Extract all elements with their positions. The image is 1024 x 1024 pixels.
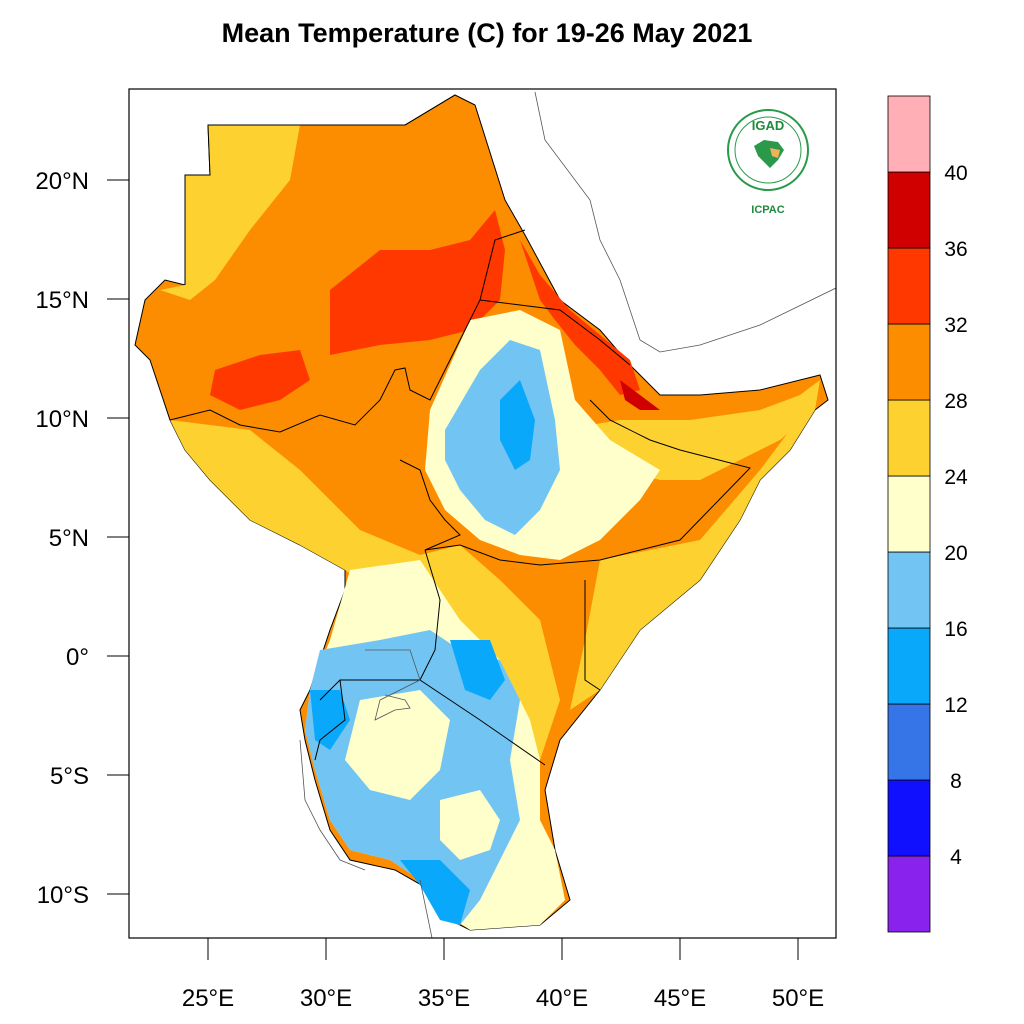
temperature-field	[134, 94, 829, 931]
colorbar-label: 40	[944, 162, 967, 185]
region-eritrea-coast-32	[520, 240, 640, 395]
axes: 20°N 15°N 10°N 5°N 0° 5°S 10°S 25°E 30°E 35°E 40°E…	[35, 168, 824, 1012]
lat-tick-label: 10°S	[37, 882, 89, 909]
lat-tick-label: 0°	[66, 644, 89, 671]
region-southwest-12	[310, 690, 350, 750]
colorbar-swatch	[887, 323, 931, 401]
lon-tick-label: 25°E	[182, 985, 234, 1012]
colorbar: 4 8 12 16 20 24 28 32 36 40	[887, 95, 968, 933]
region-tanzania-interior-20	[345, 690, 450, 800]
colorbar-swatch	[887, 551, 931, 629]
colorbar-label: 32	[944, 314, 967, 337]
region-ethiopia-highlands-12	[500, 380, 535, 470]
colorbar-swatch	[887, 475, 931, 553]
lon-tick-label: 30°E	[300, 985, 352, 1012]
lon-tick-label: 50°E	[772, 985, 824, 1012]
lat-tick-label: 10°N	[35, 406, 89, 433]
lon-tick-label: 45°E	[654, 985, 706, 1012]
region-kenya-highlands-12	[450, 640, 505, 700]
lat-tick-label: 20°N	[35, 168, 89, 195]
colorbar-label: 4	[950, 846, 962, 869]
colorbar-label: 24	[944, 466, 968, 489]
africa-map-icon	[754, 140, 784, 168]
colorbar-swatch	[887, 703, 931, 781]
colorbar-swatch	[887, 95, 931, 173]
colorbar-swatch	[887, 627, 931, 705]
neighbour-coastlines	[299, 91, 836, 938]
region-west-sudan-24	[160, 125, 300, 300]
region-darfur-32	[210, 350, 310, 410]
lat-tick-label: 15°N	[35, 287, 89, 314]
colorbar-label: 28	[944, 390, 967, 413]
region-north-sudan-32	[330, 210, 505, 355]
colorbar-label: 20	[944, 542, 967, 565]
colorbar-label: 16	[944, 618, 967, 641]
colorbar-swatch	[887, 855, 931, 933]
logo-top-text: IGAD	[752, 118, 785, 133]
map-title: Mean Temperature (C) for 19-26 May 2021	[221, 18, 753, 48]
country-borders	[169, 94, 751, 766]
colorbar-label: 12	[944, 694, 967, 717]
lon-tick-label: 35°E	[418, 985, 470, 1012]
region-djibouti-36	[620, 380, 660, 410]
colorbar-swatch	[887, 779, 931, 857]
region-south-12	[400, 860, 470, 925]
colorbar-swatch	[887, 399, 931, 477]
colorbar-label: 36	[944, 238, 967, 261]
colorbar-label: 8	[950, 770, 962, 793]
lat-tick-label: 5°N	[49, 525, 89, 552]
plot-frame	[128, 88, 837, 939]
colorbar-swatch	[887, 247, 931, 325]
logo-bottom-text: ICPAC	[751, 204, 784, 216]
icpac-logo: IGAD ICPAC	[727, 109, 809, 216]
colorbar-swatch	[887, 171, 931, 249]
lon-tick-label: 40°E	[536, 985, 588, 1012]
map-area	[134, 91, 836, 938]
lat-tick-label: 5°S	[50, 763, 89, 790]
region-tanzania-interior-20b	[440, 790, 500, 860]
region-somalia-24	[570, 410, 815, 710]
